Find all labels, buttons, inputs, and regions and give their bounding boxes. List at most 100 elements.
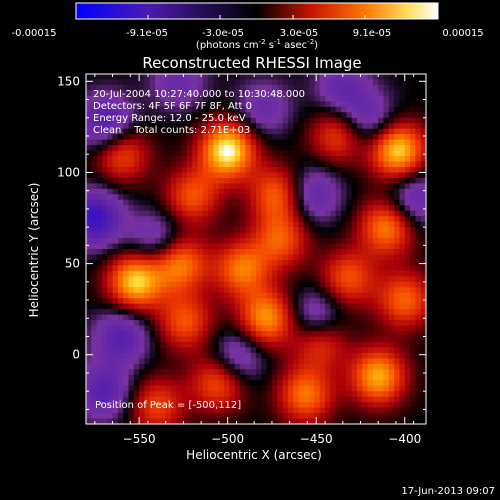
- heatmap-cell: [107, 249, 114, 256]
- heatmap-cell: [298, 298, 305, 305]
- heatmap-cell: [213, 74, 220, 81]
- heatmap-cell: [309, 347, 316, 354]
- heatmap-cell: [330, 396, 337, 403]
- heatmap-cell: [250, 309, 257, 316]
- heatmap-cell: [117, 336, 124, 343]
- heatmap-cell: [282, 352, 289, 359]
- heatmap-cell: [202, 161, 209, 168]
- heatmap-cell: [309, 139, 316, 146]
- heatmap-cell: [171, 227, 177, 234]
- heatmap-cell: [107, 369, 114, 376]
- heatmap-cell: [101, 128, 108, 135]
- heatmap-cell: [287, 238, 294, 245]
- heatmap-cell: [96, 265, 103, 272]
- heatmap-cell: [160, 320, 167, 327]
- heatmap-cell: [309, 309, 316, 316]
- heatmap-cell: [176, 320, 183, 327]
- heatmap-cell: [133, 123, 140, 130]
- heatmap-cell: [91, 221, 98, 228]
- heatmap-cell: [356, 216, 363, 223]
- colorbar-tick-label: -9.1e-05: [126, 28, 168, 39]
- heatmap-cell: [240, 352, 246, 359]
- heatmap-cell: [346, 391, 353, 398]
- heatmap-cell: [378, 117, 385, 124]
- heatmap-cell: [303, 276, 310, 283]
- heatmap-cell: [410, 188, 416, 195]
- heatmap-cell: [356, 123, 363, 130]
- heatmap-cell: [293, 380, 300, 387]
- heatmap-cell: [394, 194, 401, 201]
- heatmap-cell: [245, 243, 252, 250]
- heatmap-cell: [229, 265, 236, 272]
- heatmap-cell: [224, 238, 231, 245]
- heatmap-cell: [346, 161, 353, 168]
- heatmap-cell: [314, 413, 321, 420]
- heatmap-cell: [155, 221, 161, 228]
- heatmap-cell: [271, 210, 278, 217]
- heatmap-cell: [420, 413, 426, 420]
- heatmap-cell: [351, 221, 358, 228]
- heatmap-cell: [415, 276, 422, 283]
- heatmap-cell: [282, 336, 289, 343]
- heatmap-cell: [149, 380, 156, 387]
- heatmap-cell: [224, 199, 231, 206]
- heatmap-cell: [256, 265, 262, 272]
- heatmap-cell: [107, 232, 114, 239]
- heatmap-cell: [107, 374, 114, 381]
- heatmap-cell: [186, 331, 193, 338]
- heatmap-cell: [250, 243, 257, 250]
- heatmap-cell: [250, 363, 257, 370]
- heatmap-cell: [245, 358, 252, 365]
- heatmap-cell: [160, 221, 167, 228]
- heatmap-cell: [224, 309, 231, 316]
- heatmap-cell: [399, 249, 406, 256]
- heatmap-cell: [101, 259, 108, 267]
- heatmap-cell: [372, 336, 379, 343]
- heatmap-cell: [415, 314, 422, 321]
- heatmap-cell: [139, 227, 146, 234]
- heatmap-cell: [309, 341, 316, 349]
- heatmap-cell: [415, 292, 422, 299]
- heatmap-cell: [240, 347, 246, 354]
- heatmap-cell: [282, 276, 289, 283]
- heatmap-cell: [229, 216, 236, 223]
- heatmap-cell: [139, 336, 146, 343]
- heatmap-cell: [256, 341, 262, 349]
- heatmap-cell: [149, 117, 156, 124]
- heatmap-cell: [117, 161, 124, 168]
- heatmap-cell: [271, 281, 278, 288]
- heatmap-cell: [388, 281, 395, 288]
- heatmap-cell: [186, 243, 193, 250]
- heatmap-cell: [117, 172, 124, 179]
- heatmap-cell: [229, 150, 236, 157]
- heatmap-cell: [144, 363, 151, 370]
- heatmap-cell: [202, 177, 209, 184]
- heatmap-cell: [139, 298, 146, 305]
- heatmap-cell: [245, 249, 252, 256]
- heatmap-cell: [410, 276, 416, 283]
- heatmap-cell: [213, 117, 220, 124]
- heatmap-cell: [277, 276, 284, 283]
- heatmap-cell: [293, 84, 300, 92]
- heatmap-cell: [86, 413, 92, 420]
- heatmap-cell: [202, 380, 209, 387]
- heatmap-cell: [218, 172, 225, 179]
- heatmap-cell: [234, 74, 241, 81]
- heatmap-cell: [394, 331, 401, 338]
- heatmap-cell: [330, 172, 337, 179]
- heatmap-cell: [399, 117, 406, 124]
- heatmap-cell: [383, 385, 390, 392]
- heatmap-cell: [319, 90, 326, 97]
- heatmap-cell: [128, 270, 135, 277]
- heatmap-cell: [362, 303, 369, 310]
- heatmap-cell: [123, 265, 130, 272]
- heatmap-cell: [117, 363, 124, 370]
- heatmap-cell: [171, 210, 177, 217]
- heatmap-cell: [117, 254, 124, 261]
- heatmap-cell: [234, 292, 241, 299]
- heatmap-cell: [282, 391, 289, 398]
- heatmap-cell: [128, 309, 135, 316]
- heatmap-cell: [234, 101, 241, 108]
- heatmap-cell: [378, 243, 385, 250]
- heatmap-cell: [107, 363, 114, 370]
